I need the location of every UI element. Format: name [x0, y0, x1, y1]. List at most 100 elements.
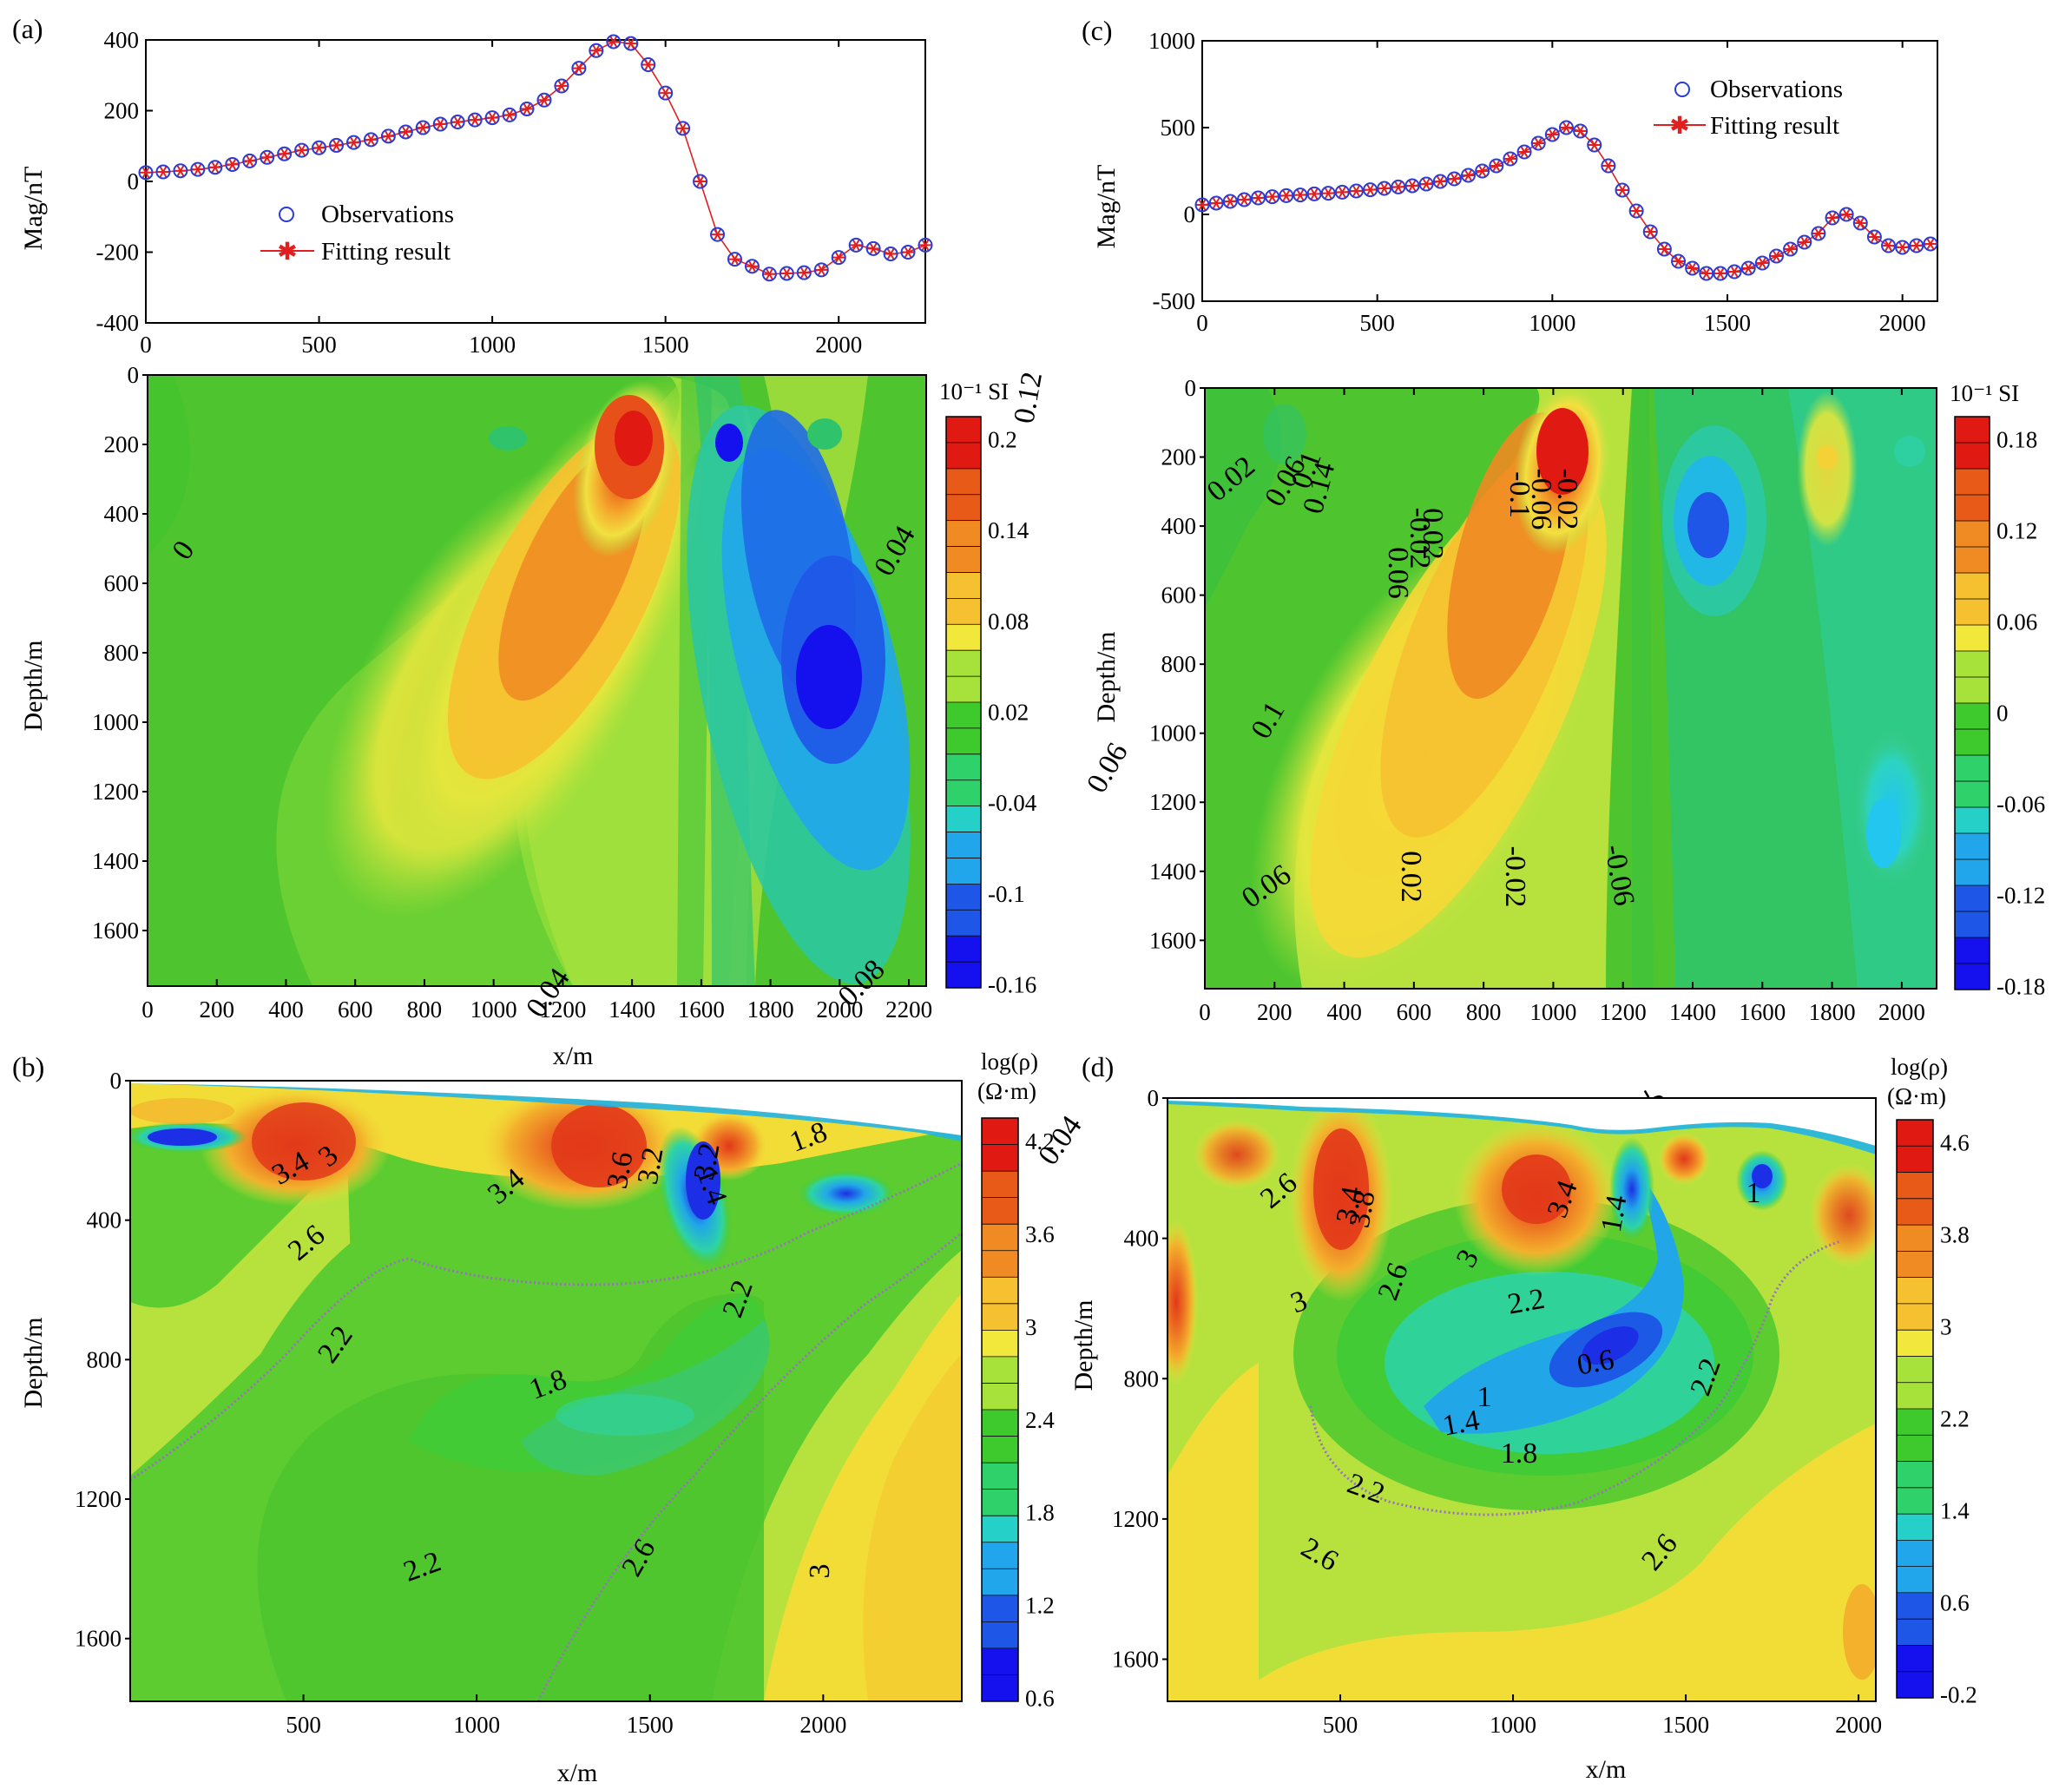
fit-point — [1658, 243, 1671, 255]
contour-label: 0.02 — [1395, 851, 1427, 903]
observation-point — [606, 34, 622, 49]
fit-point — [503, 109, 516, 121]
y-tick-label: 500 — [1161, 115, 1196, 141]
y-tick-label: 200 — [104, 98, 140, 124]
colorbar-tick-label: 3.8 — [1940, 1222, 1970, 1248]
contour-label: 3.8 — [1344, 1188, 1382, 1230]
observation-point — [589, 43, 604, 58]
colorbar-swatch — [982, 1410, 1018, 1437]
colorbar-swatch — [946, 598, 981, 625]
colorbar-tick-label: 1.8 — [1025, 1500, 1055, 1526]
colorbar-swatch — [1897, 1146, 1933, 1174]
colorbar-tick-label: -0.2 — [1940, 1682, 1977, 1708]
x-tick-label: 0 — [1199, 999, 1211, 1025]
observation-point — [1656, 241, 1672, 257]
y-tick-label: 400 — [87, 1207, 122, 1233]
colorbar-frame — [1896, 1119, 1934, 1699]
observation-point — [1446, 171, 1462, 187]
fit-point — [1196, 199, 1208, 211]
observation-point — [1671, 253, 1687, 269]
chart-d-res-frame — [1167, 1097, 1877, 1702]
chart-a-sus-ylabel: Depth/m — [19, 641, 48, 732]
observation-point — [1363, 182, 1378, 198]
observation-point — [623, 36, 639, 51]
observation-point — [1222, 194, 1238, 209]
x-tick-label: 1500 — [627, 1712, 674, 1738]
chart-a-sus-xlabel: x/m — [553, 1042, 594, 1070]
fit-point — [1882, 240, 1895, 252]
observation-point — [1838, 207, 1854, 222]
colorbar-swatch — [946, 572, 981, 599]
colorbar-swatch — [1897, 1671, 1933, 1699]
fit-point — [537, 94, 550, 106]
colorbar-swatch — [1955, 833, 1990, 860]
observation-point — [484, 110, 500, 126]
fit-point — [902, 246, 915, 259]
fit-point — [382, 130, 395, 142]
chart-d-res-ylabel: Depth/m — [1069, 1300, 1098, 1391]
fit-point — [1448, 173, 1461, 185]
observation-point — [1754, 255, 1770, 271]
observation-point — [536, 92, 552, 108]
fit-point — [1700, 267, 1713, 280]
colorbar-swatch — [982, 1595, 1018, 1622]
colorbar-tick-label: -0.16 — [988, 972, 1036, 998]
contour-label: 1.4 — [1595, 1193, 1634, 1234]
legend-observations-label-c: Observations — [1710, 76, 1843, 103]
colorbar-tick-label: 0.06 — [1996, 609, 2037, 635]
y-tick-label: 600 — [1161, 582, 1197, 608]
contour-label: 1.8 — [1501, 1437, 1538, 1470]
fit-line — [145, 41, 926, 275]
fit-point — [1434, 175, 1447, 187]
observation-point — [1685, 260, 1700, 276]
panel-label-b: (b) — [12, 1051, 44, 1082]
fit-point — [1224, 195, 1237, 207]
colorbar-swatch — [1897, 1409, 1933, 1436]
legend-fit-label-c: Fitting result — [1710, 112, 1839, 140]
fit-point — [451, 115, 464, 128]
y-tick-label: 200 — [1161, 444, 1197, 470]
contour-label: 3 — [804, 1564, 836, 1579]
fit-point — [1490, 160, 1503, 172]
observation-point — [641, 57, 656, 73]
y-tick-label: 1600 — [92, 918, 139, 944]
fit-point — [365, 134, 378, 146]
chart-b-res-ylabel: Depth/m — [19, 1318, 48, 1409]
fit-point — [140, 167, 152, 179]
colorbar-swatch — [946, 702, 981, 729]
colorbar-swatch — [982, 1621, 1018, 1649]
contour-label: -0.1 — [1503, 471, 1536, 518]
observation-point — [1768, 248, 1784, 264]
fit-point — [885, 247, 898, 260]
colorbar-tick-label: 3 — [1940, 1314, 1952, 1340]
colorbar-tick-label: -0.1 — [988, 881, 1025, 907]
colorbar-swatch — [982, 1250, 1018, 1278]
observation-point — [1418, 176, 1434, 192]
chart-c-sus-field — [1205, 388, 1937, 989]
colorbar-swatch — [1955, 729, 1990, 756]
colorbar-swatch — [1897, 1356, 1933, 1384]
fit-point — [1406, 180, 1418, 192]
y-tick-label: 1400 — [1149, 858, 1196, 885]
fit-point — [469, 114, 482, 126]
observation-point — [467, 112, 483, 128]
observation-point — [1727, 264, 1742, 280]
colorbar-swatch — [1897, 1251, 1933, 1279]
contour-label: 1 — [1477, 1381, 1492, 1413]
colorbar-swatch — [1955, 703, 1990, 730]
fit-point — [1770, 250, 1783, 262]
colorbar-frame — [1954, 416, 1990, 990]
colorbar-frame — [945, 416, 982, 989]
observation-point — [1628, 203, 1644, 219]
legend-fit-label: Fitting result — [321, 238, 451, 266]
fit-point — [676, 122, 689, 135]
observation-point — [865, 240, 881, 256]
observation-point — [779, 266, 794, 281]
fit-point — [641, 58, 654, 71]
x-tick-label: 200 — [199, 996, 234, 1023]
chart-a-sus-colorbar: 0.2 0.14 0.08 0.02 -0.04 -0.1 -0.16 — [945, 416, 1037, 998]
x-tick-label: 2000 — [1878, 999, 1925, 1025]
fit-point — [728, 253, 741, 266]
